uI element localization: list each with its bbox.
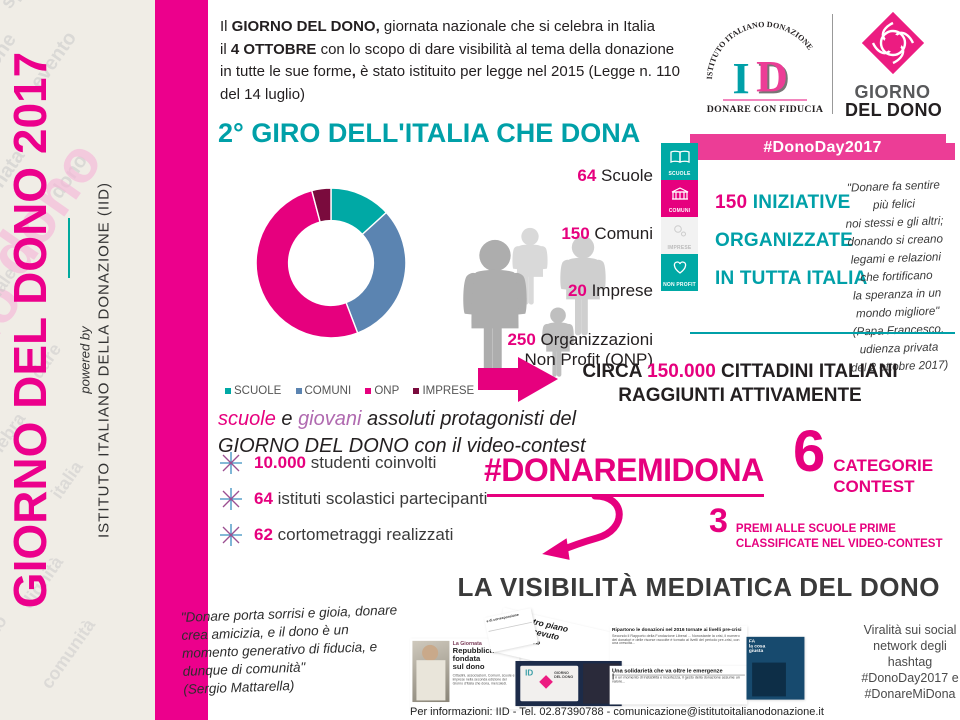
svg-text:gesto: gesto: [0, 611, 11, 662]
svg-text:speciale: speciale: [0, 0, 59, 13]
svg-text:DONARE CON FIDUCIA: DONARE CON FIDUCIA: [707, 104, 823, 115]
svg-text:D: D: [756, 52, 788, 101]
svg-text:comunità: comunità: [37, 614, 100, 692]
svg-text:I: I: [732, 54, 749, 103]
